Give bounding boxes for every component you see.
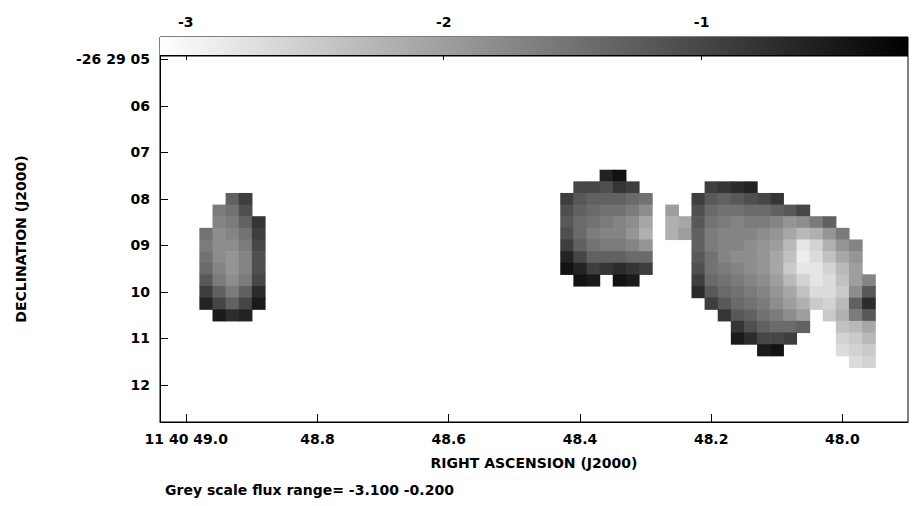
svg-text:11 40 49.0: 11 40 49.0 bbox=[145, 431, 229, 447]
svg-text:48.2: 48.2 bbox=[694, 431, 729, 447]
svg-text:-2: -2 bbox=[436, 14, 452, 30]
svg-text:48.8: 48.8 bbox=[300, 431, 335, 447]
svg-text:08: 08 bbox=[131, 191, 150, 207]
svg-text:48.0: 48.0 bbox=[825, 431, 860, 447]
svg-text:48.4: 48.4 bbox=[563, 431, 598, 447]
svg-text:RIGHT ASCENSION (J2000): RIGHT ASCENSION (J2000) bbox=[431, 455, 638, 471]
svg-text:-1: -1 bbox=[694, 14, 710, 30]
svg-text:-3: -3 bbox=[178, 14, 194, 30]
svg-text:Grey scale flux range= -3.100: Grey scale flux range= -3.100 -0.200 bbox=[165, 482, 454, 498]
svg-text:48.6: 48.6 bbox=[431, 431, 466, 447]
svg-text:06: 06 bbox=[131, 98, 150, 114]
svg-text:DECLINATION (J2000): DECLINATION (J2000) bbox=[13, 155, 29, 322]
svg-text:09: 09 bbox=[131, 237, 150, 253]
svg-text:10: 10 bbox=[131, 284, 151, 300]
svg-text:12: 12 bbox=[131, 377, 150, 393]
svg-text:11: 11 bbox=[131, 330, 150, 346]
svg-text:07: 07 bbox=[131, 144, 150, 160]
svg-text:-26 29 05: -26 29 05 bbox=[76, 51, 150, 67]
